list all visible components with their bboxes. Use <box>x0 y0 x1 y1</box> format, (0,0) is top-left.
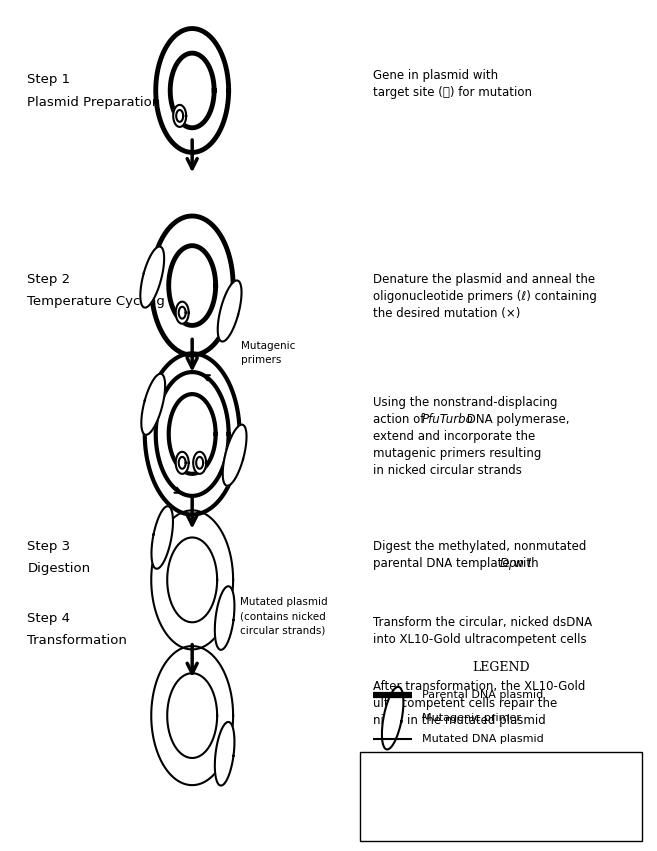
Polygon shape <box>215 722 235 785</box>
Text: Dpn I: Dpn I <box>500 557 532 570</box>
Polygon shape <box>193 452 206 474</box>
Polygon shape <box>179 306 186 318</box>
Polygon shape <box>151 216 233 355</box>
Polygon shape <box>156 29 229 152</box>
Polygon shape <box>217 281 242 341</box>
Text: Mutated DNA plasmid: Mutated DNA plasmid <box>422 734 543 745</box>
Text: PfuTurbo: PfuTurbo <box>422 413 474 426</box>
Text: nicks in the mutated plasmid: nicks in the mutated plasmid <box>373 714 546 727</box>
Text: Denature the plasmid and anneal the: Denature the plasmid and anneal the <box>373 273 595 286</box>
Polygon shape <box>179 457 186 469</box>
Text: Transform the circular, nicked dsDNA: Transform the circular, nicked dsDNA <box>373 616 593 630</box>
Text: Mutated plasmid: Mutated plasmid <box>240 597 328 607</box>
Text: Step 1: Step 1 <box>27 73 70 87</box>
Text: circular strands): circular strands) <box>240 625 326 636</box>
Polygon shape <box>169 394 215 474</box>
Text: Step 4: Step 4 <box>27 612 70 625</box>
Polygon shape <box>169 246 215 325</box>
Text: Using the nonstrand-displacing: Using the nonstrand-displacing <box>373 396 558 408</box>
FancyBboxPatch shape <box>360 752 642 841</box>
Text: oligonucleotide primers (ℓ) containing: oligonucleotide primers (ℓ) containing <box>373 290 597 303</box>
Polygon shape <box>151 511 233 649</box>
Text: LEGEND: LEGEND <box>472 661 530 674</box>
Text: primers: primers <box>241 355 281 365</box>
Text: Mutagenic: Mutagenic <box>241 340 296 351</box>
Text: Transformation: Transformation <box>27 634 127 647</box>
Polygon shape <box>141 374 165 435</box>
Text: Mutagenic primer: Mutagenic primer <box>422 713 521 723</box>
Polygon shape <box>168 673 217 758</box>
Polygon shape <box>145 353 240 515</box>
Text: Digest the methylated, nonmutated: Digest the methylated, nonmutated <box>373 540 587 553</box>
Text: target site (ⓡ) for mutation: target site (ⓡ) for mutation <box>373 86 532 100</box>
Text: Temperature Cycling: Temperature Cycling <box>27 295 165 308</box>
Polygon shape <box>175 301 189 323</box>
Text: Plasmid Preparation: Plasmid Preparation <box>27 95 160 109</box>
Text: After transformation, the XL10-Gold: After transformation, the XL10-Gold <box>373 680 585 693</box>
Text: Digestion: Digestion <box>27 562 91 575</box>
Polygon shape <box>156 372 229 496</box>
Text: parental DNA template with: parental DNA template with <box>373 557 543 570</box>
Text: in nicked circular strands: in nicked circular strands <box>373 464 522 477</box>
Polygon shape <box>151 646 233 785</box>
Text: Step 2: Step 2 <box>27 273 70 286</box>
Polygon shape <box>215 586 235 650</box>
Text: mutagenic primers resulting: mutagenic primers resulting <box>373 447 541 460</box>
Text: action of: action of <box>373 413 428 426</box>
Polygon shape <box>173 105 186 127</box>
Polygon shape <box>196 457 203 469</box>
Text: Step 3: Step 3 <box>27 540 70 553</box>
Polygon shape <box>170 53 214 128</box>
Polygon shape <box>141 247 164 307</box>
Text: Gene in plasmid with: Gene in plasmid with <box>373 69 499 83</box>
Polygon shape <box>382 687 403 750</box>
Text: ultracompetent cells repair the: ultracompetent cells repair the <box>373 697 558 710</box>
Text: Parental DNA plasmid: Parental DNA plasmid <box>422 690 543 700</box>
Text: the desired mutation (×): the desired mutation (×) <box>373 306 520 320</box>
Polygon shape <box>176 110 183 122</box>
Polygon shape <box>223 425 246 486</box>
Text: (contains nicked: (contains nicked <box>240 611 326 621</box>
Polygon shape <box>152 506 173 568</box>
Text: DNA polymerase,: DNA polymerase, <box>463 413 569 426</box>
Text: extend and incorporate the: extend and incorporate the <box>373 430 535 443</box>
Polygon shape <box>175 452 189 474</box>
Polygon shape <box>168 538 217 622</box>
Text: into XL10-Gold ultracompetent cells: into XL10-Gold ultracompetent cells <box>373 633 587 646</box>
